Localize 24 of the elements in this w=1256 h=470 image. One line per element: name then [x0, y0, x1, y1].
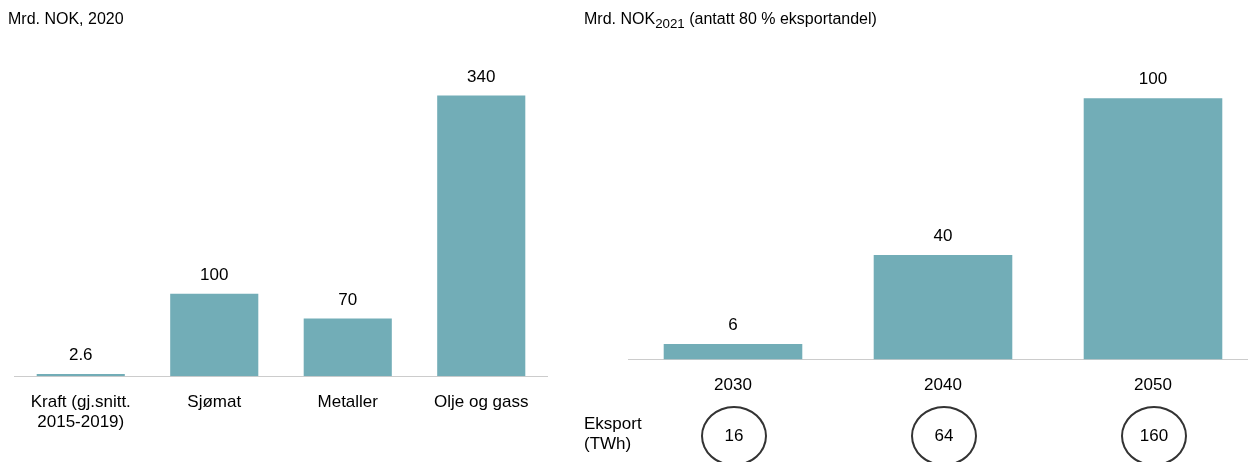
data-label: 70 — [338, 289, 358, 309]
x-tick-label: Metaller — [317, 392, 379, 412]
data-label: 6 — [728, 315, 738, 335]
data-label: 40 — [933, 226, 953, 246]
x-tick-label: 2050 — [1134, 375, 1172, 395]
x-tick-label: 2030 — [714, 375, 752, 395]
data-label: 100 — [200, 264, 229, 284]
text: Eksport (TWh) — [584, 414, 643, 454]
x-tick-label: Olje og gass — [434, 392, 529, 412]
data-label: 100 — [1138, 69, 1168, 89]
bar — [36, 374, 125, 377]
data-label: 16 — [723, 425, 745, 447]
x-tick-label: 2040 — [924, 375, 962, 395]
chart-title: Mrd. NOK, 2020 — [8, 10, 125, 29]
chart-title: Mrd. NOK$_{2021}$ (antatt 80 % eksportandel) — [584, 10, 878, 34]
x-tick-label: Kraft (gj.snitt. 2015-2019) — [30, 392, 131, 432]
data-label: 160 — [1138, 425, 1170, 447]
data-label: 2.6 — [68, 345, 93, 365]
bar — [303, 318, 392, 377]
data-label: 64 — [933, 425, 955, 447]
bar — [437, 95, 526, 377]
x-tick-label: Sjømat — [187, 392, 242, 412]
data-label: 340 — [467, 66, 496, 86]
bar — [170, 293, 259, 377]
